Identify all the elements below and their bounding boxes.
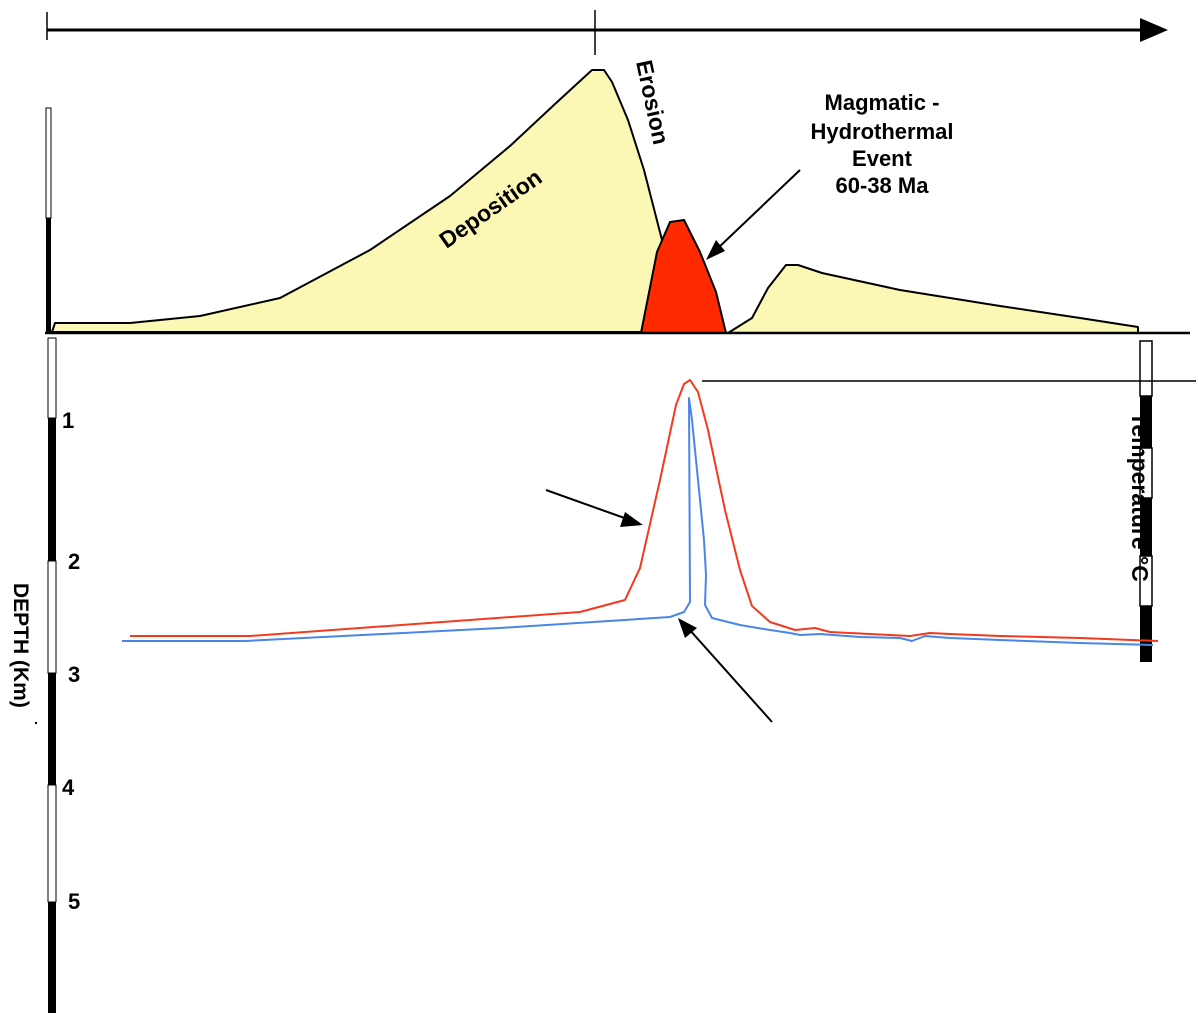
event-label-line3: Event <box>852 146 913 171</box>
depth-tick-2: 2 <box>68 549 80 574</box>
depth-ticks: 1 2 3 4 5 <box>62 408 80 914</box>
event-label-line2: Hydrothermal <box>810 119 953 144</box>
event-arrow <box>706 169 801 260</box>
small-mark: . <box>34 711 38 727</box>
red-profile-curve <box>130 379 1159 642</box>
temperature-axis-label: Temperature °C <box>1127 412 1153 582</box>
depth-tick-4: 4 <box>62 775 75 800</box>
magmatic-intrusion <box>640 219 727 334</box>
post-event-profile <box>727 264 1139 334</box>
erosion-label: Erosion <box>631 58 674 147</box>
event-label-line1: Magmatic - <box>825 90 940 115</box>
depth-axis-label: DEPTH (Km) <box>9 583 32 708</box>
depth-tick-5: 5 <box>68 889 80 914</box>
depth-tick-3: 3 <box>68 662 80 687</box>
blue-profile-curve <box>122 397 1154 646</box>
depth-scale-bar <box>47 337 57 1013</box>
event-label-line4: 60-38 Ma <box>836 173 930 198</box>
temperature-scale-bar <box>1139 340 1153 662</box>
blue-curve-arrow <box>678 618 773 723</box>
upper-scale-bar <box>45 107 52 333</box>
depth-tick-1: 1 <box>62 408 74 433</box>
deposition-erosion-profile <box>51 69 681 333</box>
time-arrow <box>46 10 1168 55</box>
red-curve-arrow <box>545 489 643 527</box>
